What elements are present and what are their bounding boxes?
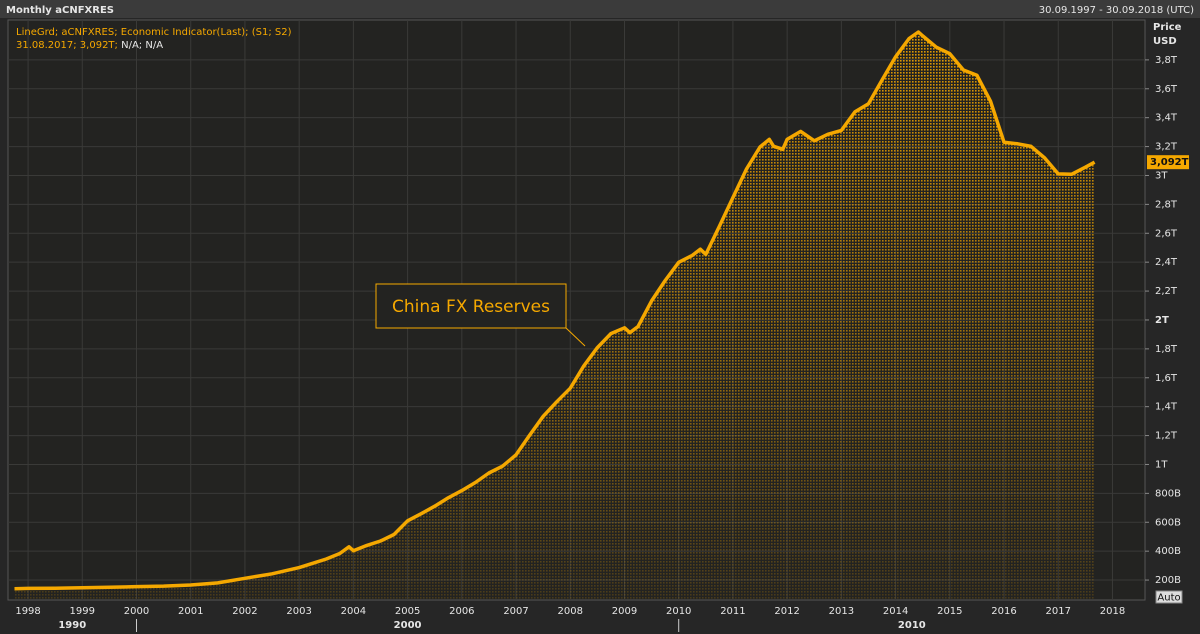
y-axis-unit: USD <box>1153 36 1177 47</box>
legend-date-value: 31.08.2017; 3,092T; <box>16 40 118 51</box>
y-tick-label: 400B <box>1155 546 1181 557</box>
legend-na: N/A; N/A <box>121 40 163 51</box>
chart-title: Monthly aCNFXRES <box>6 5 114 16</box>
auto-button[interactable] <box>1155 590 1183 604</box>
decade-label: 1990 <box>58 620 86 631</box>
x-tick-label: 2015 <box>937 606 962 617</box>
annotation-text: China FX Reserves <box>392 297 550 317</box>
x-tick-label: 2014 <box>883 606 908 617</box>
x-tick-label: 2017 <box>1046 606 1071 617</box>
x-tick-label: 2016 <box>991 606 1016 617</box>
decade-label: 2010 <box>898 620 926 631</box>
y-tick-label: 3,8T <box>1155 55 1178 66</box>
x-tick-label: 2004 <box>341 606 366 617</box>
last-value-tag <box>1147 155 1189 170</box>
x-tick-label: 2012 <box>774 606 799 617</box>
y-tick-label: 200B <box>1155 575 1181 586</box>
y-tick-label: 2,4T <box>1155 257 1178 268</box>
y-tick-label: 2,6T <box>1155 228 1178 239</box>
legend-entry: LineGrd; aCNFXRES; Economic Indicator(La… <box>16 27 292 38</box>
y-tick-label: 2T <box>1155 315 1169 326</box>
x-tick-label: 2003 <box>286 606 311 617</box>
y-tick-label: 3,6T <box>1155 84 1178 95</box>
series-line <box>14 30 1096 591</box>
y-tick-label: 3,2T <box>1155 142 1178 153</box>
annotation-leader <box>565 327 586 347</box>
x-tick-label: 2005 <box>395 606 420 617</box>
y-tick-label: 1,4T <box>1155 402 1178 413</box>
x-tick-label: 2018 <box>1100 606 1125 617</box>
x-tick-label: 2013 <box>829 606 854 617</box>
y-axis-label: Price <box>1153 22 1182 33</box>
header-bar <box>0 0 1200 18</box>
auto-button-label[interactable]: Auto <box>1157 593 1180 604</box>
y-tick-label: 1,2T <box>1155 431 1178 442</box>
area-fill <box>14 32 1095 600</box>
y-tick-label: 1,8T <box>1155 344 1178 355</box>
y-tick-label: 2,2T <box>1155 286 1178 297</box>
last-value-label: 3,092T <box>1150 157 1189 168</box>
legend-values: 31.08.2017; 3,092T; N/A; N/A <box>16 40 163 51</box>
decade-label: 2000 <box>394 620 422 631</box>
y-tick-label: 600B <box>1155 517 1181 528</box>
y-tick-label: 1T <box>1155 459 1168 470</box>
x-tick-label: 2001 <box>178 606 203 617</box>
x-tick-label: 2007 <box>503 606 528 617</box>
y-tick-label: 3,4T <box>1155 113 1178 124</box>
x-tick-label: 1998 <box>15 606 40 617</box>
annotation-box <box>375 283 567 329</box>
x-tick-label: 2010 <box>666 606 691 617</box>
date-range: 30.09.1997 - 30.09.2018 (UTC) <box>1039 5 1194 16</box>
x-tick-label: 1999 <box>70 606 95 617</box>
x-tick-label: 2009 <box>612 606 637 617</box>
y-tick-label: 3T <box>1155 170 1168 181</box>
x-tick-label: 2002 <box>232 606 257 617</box>
x-tick-label: 2008 <box>558 606 583 617</box>
y-tick-label: 1,6T <box>1155 373 1178 384</box>
x-tick-label: 2011 <box>720 606 745 617</box>
y-tick-label: 2,8T <box>1155 199 1178 210</box>
y-tick-label: 800B <box>1155 488 1181 499</box>
x-tick-label: 2000 <box>124 606 149 617</box>
x-tick-label: 2006 <box>449 606 474 617</box>
